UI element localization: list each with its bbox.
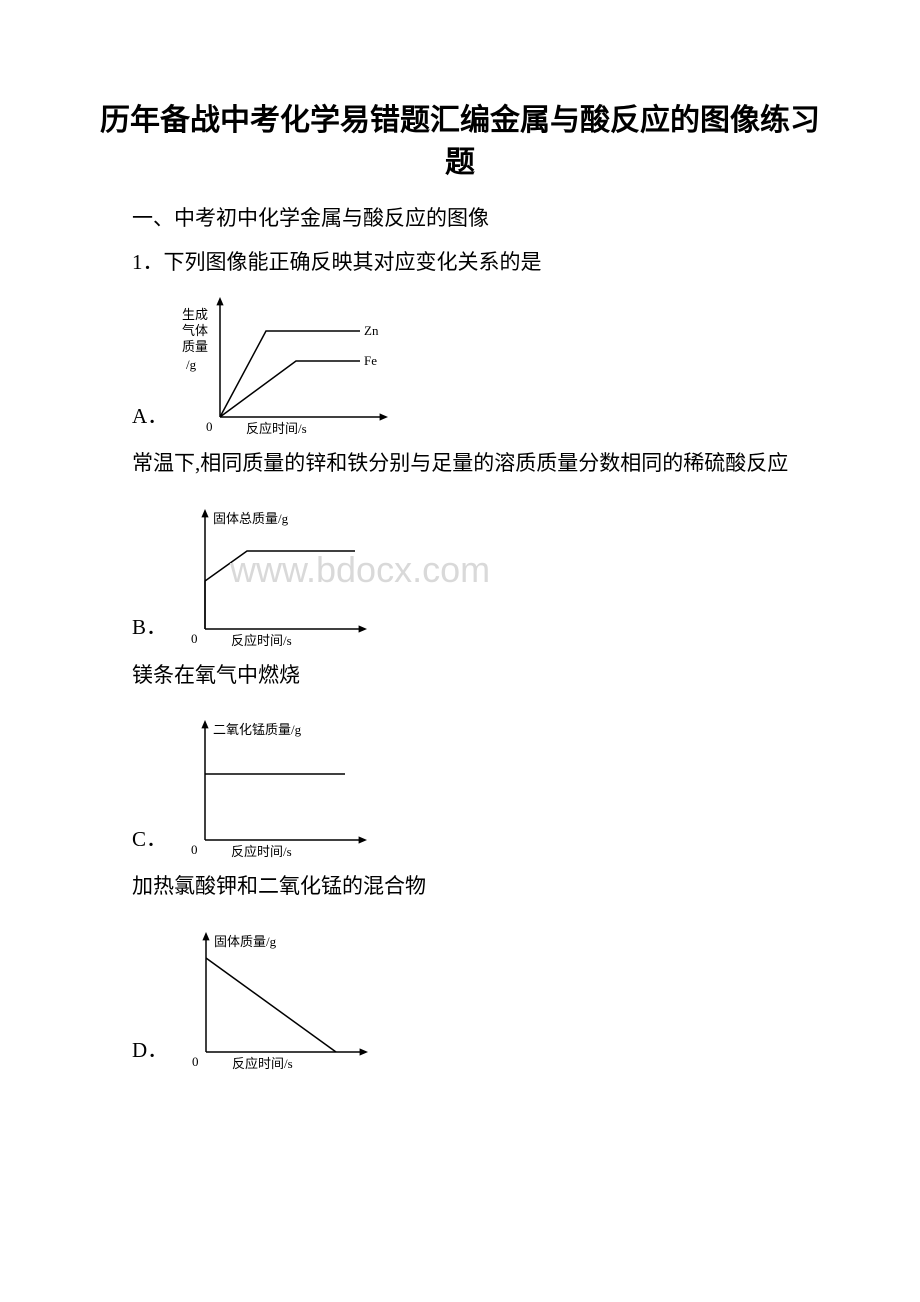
- section-heading: 一、中考初中化学金属与酸反应的图像: [90, 202, 830, 236]
- svg-text:固体总质量/g: 固体总质量/g: [213, 511, 289, 526]
- svg-text:0: 0: [191, 631, 198, 646]
- option-d-chart: 0 反应时间/s 固体质量/g: [176, 924, 376, 1074]
- svg-text:0: 0: [206, 419, 213, 434]
- option-d-letter: D．: [132, 1034, 168, 1068]
- svg-text:反应时间/s: 反应时间/s: [232, 1056, 293, 1071]
- option-c-letter: C．: [132, 823, 167, 857]
- option-c-row: C． 0 反应时间/s 二氧化锰质量/g: [90, 712, 830, 862]
- svg-text:/g: /g: [186, 357, 197, 372]
- svg-text:生成: 生成: [182, 307, 208, 322]
- option-d-row: D． 0 反应时间/s 固体质量/g: [90, 924, 830, 1074]
- svg-text:质量: 质量: [182, 339, 208, 354]
- option-b-letter: B．: [132, 611, 167, 645]
- option-c-chart: 0 反应时间/s 二氧化锰质量/g: [175, 712, 375, 862]
- svg-text:反应时间/s: 反应时间/s: [231, 844, 292, 859]
- svg-text:Zn: Zn: [364, 323, 379, 338]
- svg-text:0: 0: [191, 842, 198, 857]
- svg-text:0: 0: [192, 1054, 199, 1069]
- page-title: 历年备战中考化学易错题汇编金属与酸反应的图像练习题: [90, 100, 830, 184]
- option-b-row: B． 0反应时间/s固体总质量/g www.bdocx.com: [90, 501, 830, 651]
- option-b-caption: 镁条在氧气中燃烧: [132, 659, 830, 693]
- svg-text:Fe: Fe: [364, 353, 377, 368]
- svg-text:固体质量/g: 固体质量/g: [214, 934, 277, 949]
- option-a-letter: A．: [132, 400, 168, 434]
- question-stem: 1．下列图像能正确反映其对应变化关系的是: [90, 246, 830, 280]
- option-a-chart: 0 反应时间/s 生成气体质量/g Zn Fe: [176, 289, 396, 439]
- option-b-chart: 0 反应时间/s 固体总质量/g: [175, 501, 375, 651]
- svg-text:反应时间/s: 反应时间/s: [246, 421, 307, 436]
- svg-text:气体: 气体: [182, 323, 208, 338]
- option-a-row: A． 0 反应时间/s 生成气体质量/g Zn Fe: [90, 289, 830, 439]
- option-c-caption: 加热氯酸钾和二氧化锰的混合物: [132, 870, 830, 904]
- svg-text:二氧化锰质量/g: 二氧化锰质量/g: [213, 722, 302, 737]
- option-a-caption: 常温下,相同质量的锌和铁分别与足量的溶质质量分数相同的稀硫酸反应: [90, 447, 830, 481]
- svg-text:反应时间/s: 反应时间/s: [231, 633, 292, 648]
